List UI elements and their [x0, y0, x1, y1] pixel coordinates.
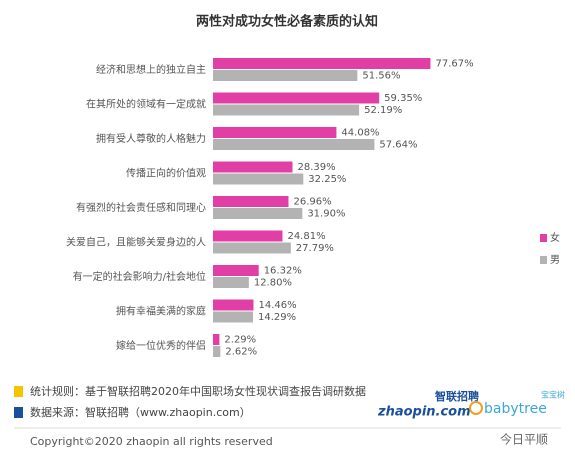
- bar: [213, 277, 249, 288]
- footer-copyright: Copyright©2020 zhaopin all rights reserv…: [30, 435, 273, 448]
- category-label: 有强烈的社会责任感和同理心: [76, 201, 206, 214]
- watermark: 今日平顺: [500, 432, 548, 447]
- value-label: 77.67%: [435, 59, 473, 70]
- category-label: 拥有受人尊敬的人格魅力: [96, 132, 206, 145]
- bar: [213, 104, 360, 116]
- value-label: 14.46%: [258, 300, 296, 311]
- bar: [213, 242, 291, 254]
- footer-source: 数据来源：智联招聘（www.zhaopin.com）: [30, 405, 251, 419]
- value-label: 57.64%: [379, 140, 417, 151]
- value-label: 27.79%: [296, 243, 334, 254]
- value-label: 28.39%: [297, 162, 335, 173]
- bar: [213, 346, 221, 357]
- category-label: 有一定的社会影响力/社会地位: [73, 270, 206, 283]
- babytree-icon: [469, 401, 483, 415]
- bar: [213, 265, 259, 276]
- category-label: 在其所处的领域有一定成就: [86, 98, 206, 111]
- bar: [213, 230, 283, 242]
- legend-swatch: [540, 234, 547, 242]
- value-label: 44.08%: [341, 128, 379, 139]
- category-label: 拥有幸福美满的家庭: [116, 305, 206, 318]
- logo-zhaopin-domain: zhaopin.com: [377, 405, 471, 420]
- chart-title: 两性对成功女性必备素质的认知: [196, 14, 378, 30]
- value-label: 16.32%: [264, 266, 302, 277]
- bar: [213, 58, 431, 69]
- logo-zhaopin: 智联招聘: [435, 389, 479, 403]
- bar: [213, 299, 254, 311]
- bar: [213, 139, 375, 150]
- category-label: 嫁给一位优秀的伴侣: [116, 339, 206, 352]
- footer-rule: 统计规则：基于智联招聘2020年中国职场女性现状调查报告调研数据: [30, 384, 366, 398]
- rule-marker: [14, 386, 23, 397]
- value-label: 59.35%: [384, 93, 422, 104]
- source-marker: [14, 407, 23, 418]
- value-label: 24.81%: [287, 231, 325, 242]
- value-label: 32.25%: [308, 174, 346, 185]
- category-label: 经济和思想上的独立自主: [96, 63, 206, 76]
- bar: [213, 311, 254, 323]
- bar: [213, 92, 380, 104]
- value-label: 26.96%: [293, 197, 331, 208]
- legend-swatch: [540, 256, 547, 264]
- legend-label: 女: [550, 231, 560, 244]
- bar: [213, 70, 358, 81]
- value-label: 51.56%: [362, 71, 400, 82]
- bar: [213, 208, 303, 219]
- legend-label: 男: [550, 254, 560, 266]
- bar: [213, 127, 337, 138]
- value-label: 14.29%: [258, 312, 296, 323]
- logo-babytree: babytree: [484, 401, 547, 417]
- bar: [213, 334, 220, 345]
- value-label: 2.62%: [225, 347, 257, 358]
- logo-babytree-cn: 宝宝树: [541, 390, 565, 400]
- category-label: 传播正向的价值观: [126, 167, 206, 180]
- category-label: 关爱自己，且能够关爱身边的人: [66, 236, 206, 249]
- value-label: 52.19%: [364, 105, 402, 116]
- value-label: 31.90%: [307, 209, 345, 220]
- bar: [213, 161, 293, 173]
- bar: [213, 196, 289, 207]
- value-label: 2.29%: [224, 335, 256, 346]
- value-label: 12.80%: [254, 278, 292, 289]
- bar: [213, 173, 304, 185]
